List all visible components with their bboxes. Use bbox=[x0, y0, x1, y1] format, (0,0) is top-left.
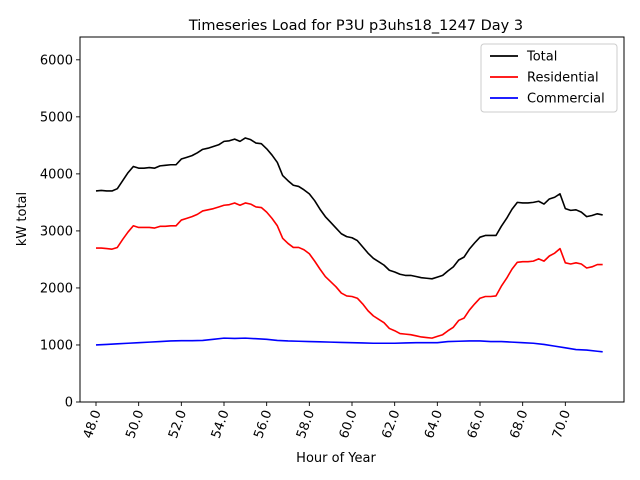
legend-box bbox=[480, 43, 618, 113]
y-tick-label: 4000 bbox=[40, 167, 73, 182]
y-tick-label: 3000 bbox=[40, 224, 73, 239]
x-tick-label: 54.0 bbox=[209, 408, 233, 440]
x-tick-label: 56.0 bbox=[251, 408, 275, 440]
y-tick-label: 5000 bbox=[40, 110, 73, 125]
chart-title: Timeseries Load for P3U p3uhs18_1247 Day… bbox=[188, 18, 523, 34]
x-tick-label: 66.0 bbox=[465, 408, 489, 440]
y-tick-label: 6000 bbox=[40, 53, 73, 68]
y-axis-ticks: 0 1000 2000 3000 4000 5000 6000 bbox=[40, 53, 80, 411]
legend-label-residential: Residential bbox=[527, 71, 599, 86]
y-axis-label: kW total bbox=[15, 192, 30, 246]
plot-lines bbox=[95, 137, 603, 353]
series-line-residential bbox=[96, 202, 603, 339]
series-line-total bbox=[95, 137, 603, 280]
x-tick-label: 68.0 bbox=[507, 408, 531, 440]
x-tick-label: 70.0 bbox=[550, 408, 574, 440]
x-tick-label: 50.0 bbox=[123, 408, 147, 440]
series-line-commercial bbox=[95, 337, 603, 353]
x-tick-label: 62.0 bbox=[379, 408, 403, 440]
legend-label-commercial: Commercial bbox=[527, 92, 605, 107]
x-tick-label: 64.0 bbox=[422, 408, 446, 440]
x-tick-label: 52.0 bbox=[166, 408, 190, 440]
y-tick-label: 1000 bbox=[40, 338, 73, 353]
x-tick-label: 48.0 bbox=[81, 408, 105, 440]
x-tick-label: 58.0 bbox=[294, 408, 318, 440]
x-axis-ticks: 48.0 50.0 52.0 54.0 56.0 58.0 60.0 62.0 64.0 66.0… bbox=[81, 402, 574, 441]
x-tick-label: 60.0 bbox=[337, 408, 361, 440]
x-axis-label: Hour of Year bbox=[296, 451, 376, 466]
y-tick-label: 0 bbox=[65, 396, 73, 411]
legend-label-total: Total bbox=[526, 50, 557, 65]
legend: Total Residential Commercial bbox=[480, 43, 618, 113]
y-tick-label: 2000 bbox=[40, 281, 73, 296]
